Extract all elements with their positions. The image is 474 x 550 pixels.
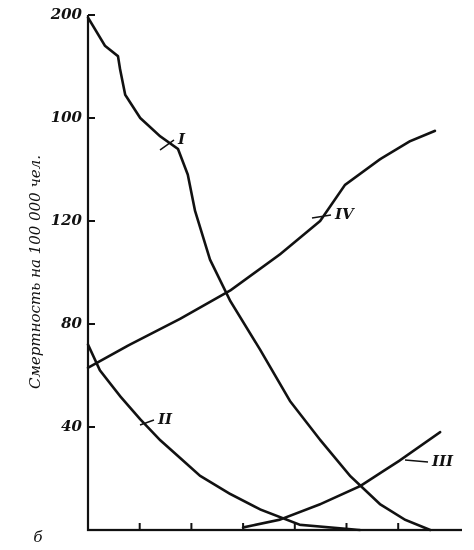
leader-line — [139, 419, 155, 426]
y-tick-label: 40 — [61, 417, 82, 435]
corner-label: б — [33, 528, 43, 546]
series-label: II — [157, 410, 173, 428]
series-label: I — [177, 130, 186, 148]
curve — [86, 16, 432, 532]
series-label: IV — [334, 205, 355, 223]
leader-line — [159, 139, 175, 151]
y-axis-label: Смертность на 100 000 чел. — [26, 155, 44, 389]
leader-line — [404, 459, 429, 463]
series-label: III — [431, 452, 454, 470]
y-tick-label: 120 — [51, 211, 83, 229]
curve — [86, 129, 437, 370]
y-tick-label: 80 — [61, 314, 82, 332]
leader-line — [311, 214, 332, 219]
axes — [86, 15, 462, 532]
y-tick-label: 200 — [50, 5, 83, 23]
y-tick-label: 100 — [51, 108, 83, 126]
curve — [86, 343, 362, 532]
curve — [241, 430, 442, 529]
